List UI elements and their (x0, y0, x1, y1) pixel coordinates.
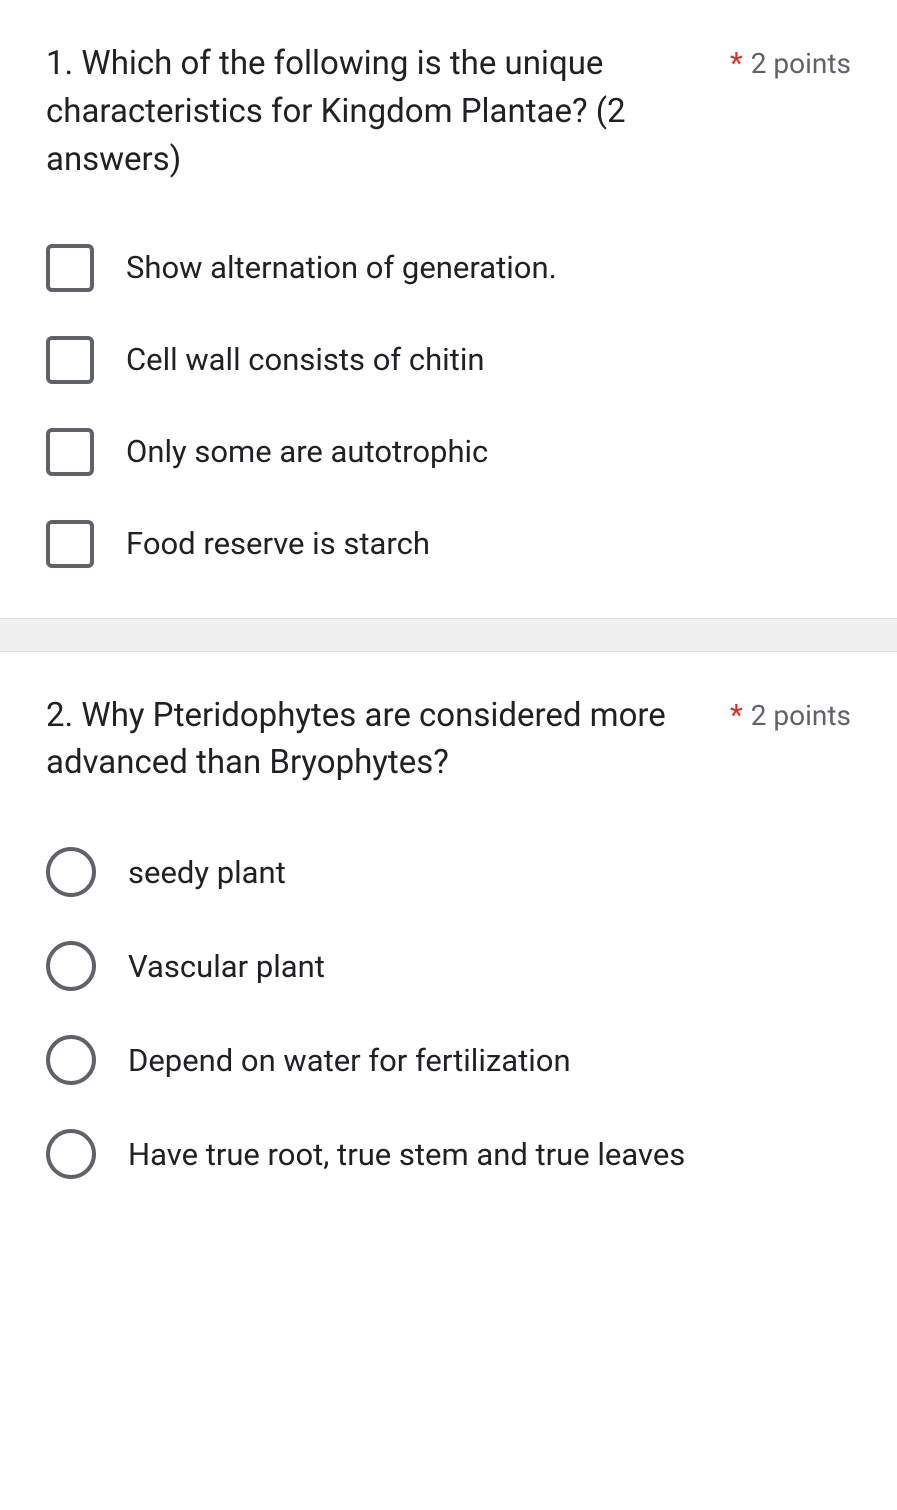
option-row[interactable]: Have true root, true stem and true leave… (46, 1129, 851, 1179)
question-header: 2. Why Pteridophytes are considered more… (46, 692, 851, 788)
options-list: Show alternation of generation. Cell wal… (46, 244, 851, 568)
checkbox-icon[interactable] (46, 336, 94, 384)
checkbox-icon[interactable] (46, 520, 94, 568)
option-label: Only some are autotrophic (126, 433, 488, 470)
points-wrap: * 2 points (730, 692, 851, 733)
option-label: Show alternation of generation. (126, 249, 557, 286)
radio-icon[interactable] (46, 847, 96, 897)
option-row[interactable]: Food reserve is starch (46, 520, 851, 568)
points-label: 2 points (751, 699, 851, 732)
option-row[interactable]: Show alternation of generation. (46, 244, 851, 292)
question-text: 2. Why Pteridophytes are considered more… (46, 692, 710, 788)
required-mark: * (730, 698, 743, 733)
checkbox-icon[interactable] (46, 244, 94, 292)
points-label: 2 points (751, 47, 851, 80)
option-row[interactable]: Only some are autotrophic (46, 428, 851, 476)
card-divider (0, 618, 897, 652)
option-label: Have true root, true stem and true leave… (128, 1136, 685, 1173)
option-label: Food reserve is starch (126, 525, 430, 562)
options-list: seedy plant Vascular plant Depend on wat… (46, 847, 851, 1179)
option-row[interactable]: seedy plant (46, 847, 851, 897)
option-row[interactable]: Depend on water for fertilization (46, 1035, 851, 1085)
question-card: 1. Which of the following is the unique … (0, 0, 897, 618)
option-label: seedy plant (128, 854, 286, 891)
option-row[interactable]: Cell wall consists of chitin (46, 336, 851, 384)
option-label: Depend on water for fertilization (128, 1042, 571, 1079)
question-header: 1. Which of the following is the unique … (46, 40, 851, 184)
points-wrap: * 2 points (730, 40, 851, 81)
question-text: 1. Which of the following is the unique … (46, 40, 710, 184)
radio-icon[interactable] (46, 1129, 96, 1179)
option-label: Cell wall consists of chitin (126, 341, 484, 378)
required-mark: * (730, 46, 743, 81)
option-label: Vascular plant (128, 948, 325, 985)
radio-icon[interactable] (46, 1035, 96, 1085)
option-row[interactable]: Vascular plant (46, 941, 851, 991)
checkbox-icon[interactable] (46, 428, 94, 476)
question-card: 2. Why Pteridophytes are considered more… (0, 652, 897, 1230)
radio-icon[interactable] (46, 941, 96, 991)
